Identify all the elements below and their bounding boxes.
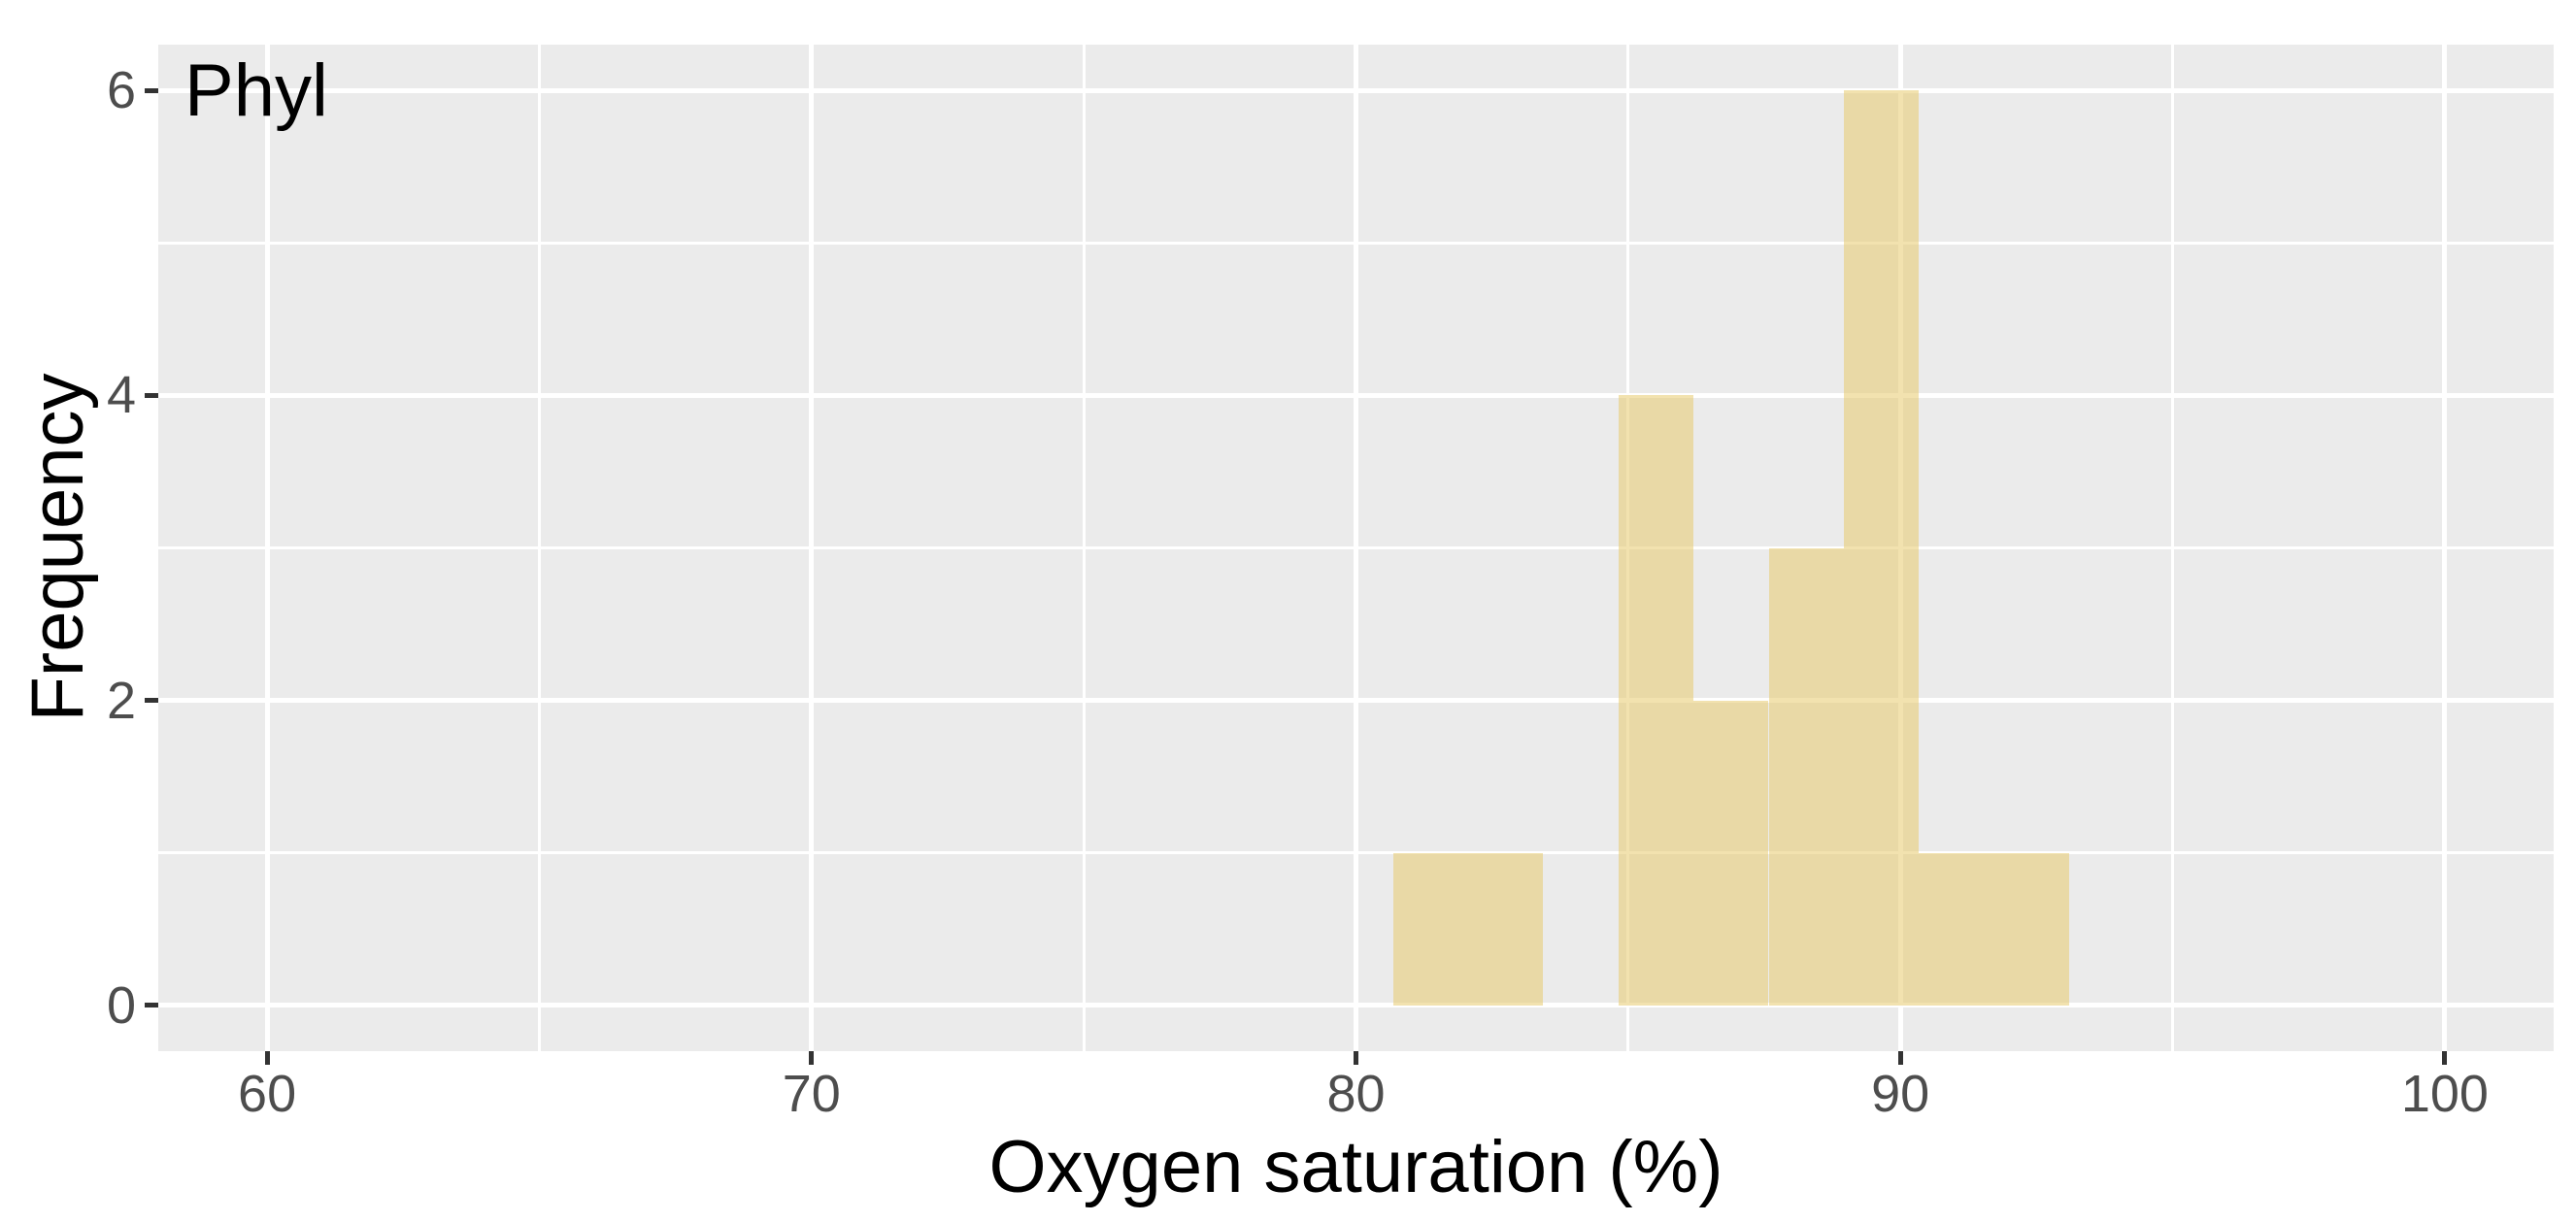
x-major-gridline — [264, 45, 270, 1051]
histogram-bar — [1392, 852, 1468, 1006]
x-axis-title: Oxygen saturation (%) — [988, 1126, 1723, 1208]
histogram-bar — [1993, 852, 2069, 1006]
x-tick-label: 100 — [2400, 1065, 2489, 1123]
histogram-bar — [1843, 90, 1920, 1006]
x-major-gridline — [2442, 45, 2448, 1051]
x-tick-label: 70 — [782, 1065, 841, 1123]
histogram-bar — [1768, 547, 1844, 1006]
x-tick-label: 90 — [1871, 1065, 1930, 1123]
y-tick-label: 4 — [106, 366, 136, 425]
histogram-bar — [1618, 395, 1694, 1006]
histogram-bar — [1468, 852, 1544, 1006]
x-tick-mark — [1354, 1051, 1358, 1065]
y-tick-mark — [145, 392, 158, 398]
x-tick-mark — [2442, 1051, 2448, 1065]
y-axis-title: Frequency — [17, 373, 99, 722]
x-tick-mark — [1897, 1051, 1903, 1065]
histogram-bars-layer — [158, 45, 2554, 1051]
x-tick-mark — [809, 1051, 815, 1065]
x-major-gridline — [1354, 45, 1358, 1051]
y-tick-mark — [145, 1003, 158, 1008]
x-major-gridline — [809, 45, 815, 1051]
x-minor-gridline — [1082, 45, 1086, 1051]
y-tick-mark — [145, 87, 158, 93]
x-tick-mark — [264, 1051, 270, 1065]
annotation-phyl: Phyl — [184, 50, 328, 132]
gridlines-layer — [158, 45, 2554, 1051]
x-minor-gridline — [538, 45, 541, 1051]
histogram-bar — [1919, 852, 1994, 1006]
histogram-bar — [1693, 700, 1769, 1006]
x-minor-gridline — [2171, 45, 2174, 1051]
y-tick-label: 0 — [106, 975, 136, 1035]
y-tick-label: 2 — [106, 671, 136, 730]
y-tick-label: 6 — [106, 61, 136, 120]
x-tick-label: 60 — [238, 1065, 297, 1123]
y-tick-mark — [145, 698, 158, 704]
plot-panel: Phyl — [158, 45, 2554, 1051]
x-tick-label: 80 — [1326, 1065, 1386, 1123]
